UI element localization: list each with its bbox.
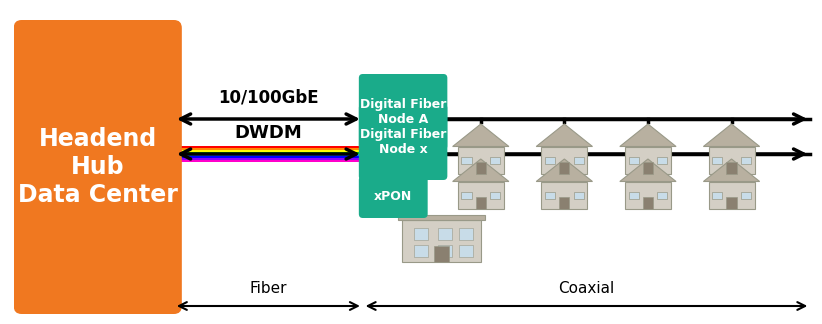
Polygon shape	[657, 157, 667, 164]
FancyBboxPatch shape	[359, 104, 447, 180]
Polygon shape	[476, 162, 486, 174]
FancyBboxPatch shape	[14, 20, 182, 314]
Bar	[174, 148, 363, 150]
Polygon shape	[712, 192, 723, 199]
Polygon shape	[629, 192, 639, 199]
Polygon shape	[461, 157, 472, 164]
Polygon shape	[414, 228, 428, 240]
Text: DWDM: DWDM	[234, 124, 302, 142]
Polygon shape	[625, 181, 671, 209]
Polygon shape	[574, 192, 584, 199]
Text: 10/100GbE: 10/100GbE	[218, 89, 319, 107]
Polygon shape	[536, 159, 593, 181]
Polygon shape	[536, 124, 593, 146]
Polygon shape	[490, 192, 500, 199]
Text: xPON: xPON	[374, 191, 413, 203]
Polygon shape	[490, 157, 500, 164]
Polygon shape	[620, 159, 676, 181]
Polygon shape	[712, 157, 723, 164]
Bar	[174, 156, 363, 158]
Polygon shape	[709, 146, 755, 174]
Bar	[174, 152, 363, 154]
Polygon shape	[545, 192, 555, 199]
Polygon shape	[437, 245, 451, 257]
Polygon shape	[434, 246, 449, 262]
Polygon shape	[559, 162, 570, 174]
Polygon shape	[643, 197, 653, 209]
Polygon shape	[559, 197, 570, 209]
Polygon shape	[704, 124, 760, 146]
Polygon shape	[704, 159, 760, 181]
Polygon shape	[459, 245, 473, 257]
FancyBboxPatch shape	[359, 74, 447, 150]
Polygon shape	[741, 192, 750, 199]
Polygon shape	[545, 157, 555, 164]
Polygon shape	[620, 124, 676, 146]
Polygon shape	[643, 162, 653, 174]
Bar	[174, 158, 363, 160]
Polygon shape	[741, 157, 750, 164]
Polygon shape	[414, 245, 428, 257]
Text: Digital Fiber
Node x: Digital Fiber Node x	[360, 128, 446, 156]
Polygon shape	[459, 228, 473, 240]
Text: Headend
Hub
Data Center: Headend Hub Data Center	[18, 127, 178, 207]
Polygon shape	[709, 181, 755, 209]
Polygon shape	[542, 146, 588, 174]
Polygon shape	[727, 162, 737, 174]
Polygon shape	[453, 124, 509, 146]
Polygon shape	[437, 228, 451, 240]
Polygon shape	[727, 197, 737, 209]
Text: Digital Fiber
Node A: Digital Fiber Node A	[360, 98, 446, 126]
Polygon shape	[476, 197, 486, 209]
Text: Fiber: Fiber	[250, 281, 287, 296]
Bar	[174, 154, 363, 156]
FancyBboxPatch shape	[359, 176, 427, 218]
Polygon shape	[629, 157, 639, 164]
Bar	[174, 146, 363, 148]
Polygon shape	[453, 159, 509, 181]
Bar	[174, 160, 363, 162]
Polygon shape	[657, 192, 667, 199]
Polygon shape	[458, 181, 504, 209]
Polygon shape	[458, 146, 504, 174]
Polygon shape	[625, 146, 671, 174]
Bar	[174, 150, 363, 152]
Polygon shape	[402, 220, 481, 262]
Polygon shape	[398, 215, 485, 220]
Polygon shape	[574, 157, 584, 164]
Polygon shape	[542, 181, 588, 209]
Text: Coaxial: Coaxial	[558, 281, 615, 296]
Polygon shape	[461, 192, 472, 199]
